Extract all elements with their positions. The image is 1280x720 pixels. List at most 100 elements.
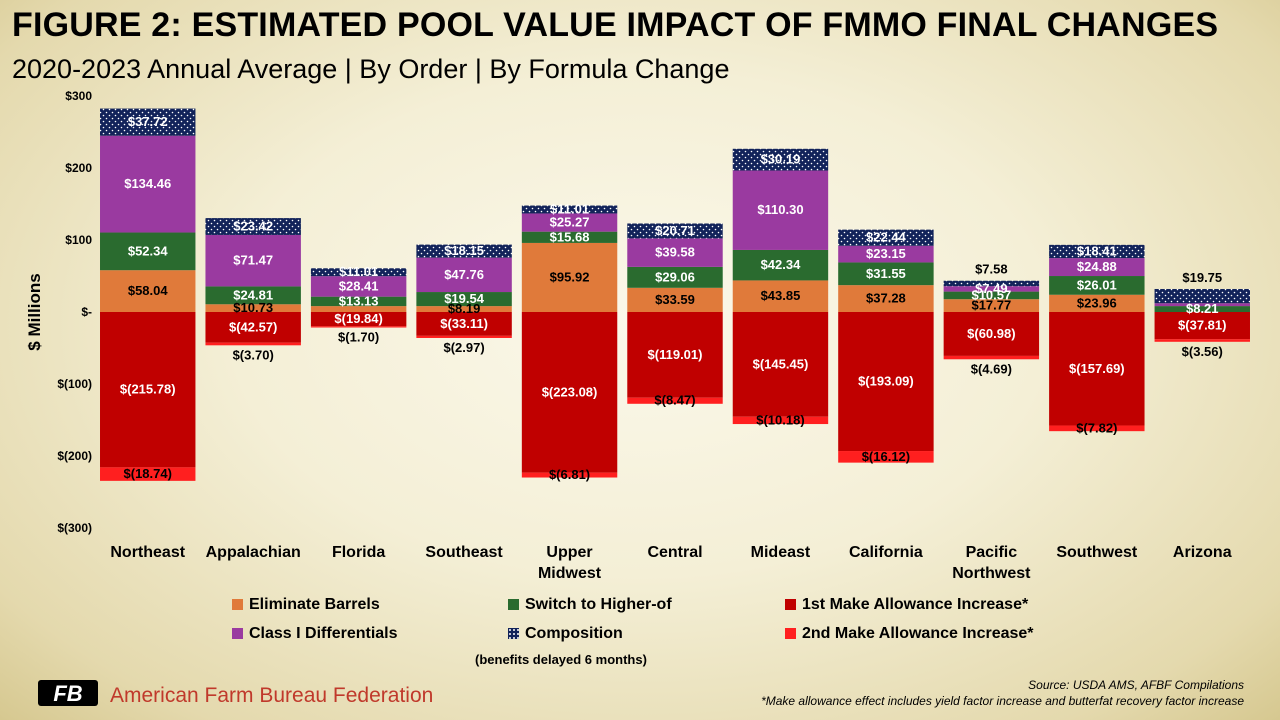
data-label: $(2.97): [443, 340, 484, 355]
x-tick-label: Upper: [546, 544, 592, 561]
data-label: $95.92: [550, 269, 590, 284]
chart-title: FIGURE 2: ESTIMATED POOL VALUE IMPACT OF…: [12, 6, 1219, 44]
bar-segment-make-allowance-2: [310, 326, 407, 328]
x-tick-label: Appalachian: [206, 544, 301, 561]
bar-segment-switch-higher-of: [1049, 276, 1145, 295]
legend-item: Switch to Higher-of: [508, 596, 672, 614]
data-label: $42.34: [761, 257, 802, 272]
data-label: $37.28: [866, 291, 906, 306]
bar-segment-switch-higher-of: [838, 262, 934, 286]
legend-label: Class I Differentials: [249, 625, 398, 642]
data-label: $(18.74): [124, 466, 172, 481]
data-label: $30.19: [761, 152, 801, 167]
bar-segment-composition: [943, 280, 1040, 287]
data-label: $(37.81): [1178, 318, 1226, 333]
bar-segment-switch-higher-of: [627, 266, 723, 288]
data-label: $37.72: [128, 114, 168, 129]
data-label: $20.71: [655, 223, 695, 238]
bar-segment-composition: [838, 229, 934, 246]
bar-segment-composition: [416, 244, 512, 258]
bar-segment-make-allowance-1: [521, 312, 618, 473]
data-label: $58.04: [128, 283, 169, 298]
y-axis-label: $ Millions: [25, 273, 44, 350]
bar-segment-make-allowance-1: [838, 312, 934, 452]
bar-segment-composition: [732, 148, 829, 171]
bar-segment-make-allowance-2: [416, 335, 512, 338]
data-label: $(193.09): [858, 374, 914, 389]
data-label: $(19.84): [334, 311, 382, 326]
bar-segment-make-allowance-1: [732, 312, 829, 417]
x-tick-label: Northeast: [110, 544, 185, 561]
legend-swatch: [232, 599, 243, 610]
bar-segment-composition: [521, 205, 618, 214]
data-label: $(8.47): [654, 393, 695, 408]
bar-segment-eliminate-barrels: [732, 280, 829, 312]
bar-segment-class-i: [838, 245, 934, 263]
data-label: $8.21: [1186, 301, 1219, 316]
legend-swatch: [232, 628, 243, 639]
data-label: $(119.01): [648, 347, 703, 362]
legend-label: 1st Make Allowance Increase*: [802, 596, 1029, 613]
bar-segment-eliminate-barrels: [310, 306, 407, 312]
data-label: $18.15: [444, 243, 484, 258]
bar-segment-composition: [205, 218, 301, 235]
x-tick-label: Arizona: [1173, 544, 1232, 561]
x-tick-label: Pacific: [966, 544, 1018, 561]
bar-segment-class-i: [1049, 258, 1145, 277]
bar-segment-make-allowance-2: [205, 342, 301, 346]
data-label: $(4.69): [971, 361, 1012, 376]
data-label: $25.27: [550, 215, 590, 230]
y-tick-label: $(100): [57, 377, 92, 391]
x-tick-label: Mideast: [751, 544, 811, 561]
bar-segment-eliminate-barrels: [521, 242, 618, 312]
bar-segment-make-allowance-1: [310, 312, 407, 327]
x-tick-label: Southwest: [1056, 544, 1138, 561]
data-label: $19.54: [444, 291, 485, 306]
data-label: $23.42: [233, 219, 273, 234]
data-label: $(157.69): [1069, 361, 1125, 376]
data-label: $(1.70): [338, 330, 379, 345]
data-label: $11.01: [550, 201, 589, 216]
bar-segment-class-i: [310, 276, 407, 297]
bar-segment-class-i: [205, 234, 301, 287]
logo-text: FB: [53, 681, 82, 706]
legend-item: 2nd Make Allowance Increase*: [785, 625, 1034, 643]
bar-segment-composition: [100, 108, 196, 136]
legend-item: Composition: [508, 625, 623, 643]
source-note: Source: USDA AMS, AFBF Compilations: [1028, 678, 1244, 692]
data-label: $71.47: [233, 253, 273, 268]
x-tick-label: California: [849, 544, 923, 561]
bar-segment-class-i: [732, 170, 829, 250]
x-tick-label: Midwest: [538, 565, 602, 582]
x-tick-label: Southeast: [425, 544, 503, 561]
legend-swatch: [508, 599, 519, 610]
data-label: $47.76: [444, 267, 484, 282]
bar-segment-make-allowance-2: [1049, 425, 1145, 432]
legend-item: Class I Differentials: [232, 625, 398, 643]
bar-segment-eliminate-barrels: [100, 270, 196, 312]
data-label: $19.75: [1182, 270, 1222, 285]
bar-segment-switch-higher-of: [943, 291, 1040, 300]
bar-segment-class-i: [521, 213, 618, 232]
fb-logo: FB: [38, 680, 98, 706]
data-label: $15.68: [550, 229, 590, 244]
bar-segment-class-i: [627, 238, 723, 267]
legend-item: 1st Make Allowance Increase*: [785, 596, 1028, 614]
data-label: $24.81: [233, 287, 273, 302]
data-label: $(6.81): [549, 467, 590, 482]
bar-segment-class-i: [1154, 303, 1250, 307]
legend-swatch: [508, 628, 519, 639]
bar-segment-make-allowance-1: [943, 312, 1040, 356]
x-tick-label: Northwest: [952, 565, 1031, 582]
data-label: $17.77: [971, 298, 1011, 313]
legend-label: Switch to Higher-of: [525, 596, 672, 613]
data-label: $134.46: [124, 176, 171, 191]
data-label: $13.13: [339, 293, 379, 308]
bar-segment-switch-higher-of: [521, 231, 618, 243]
legend-swatch: [785, 599, 796, 610]
data-label: $43.85: [761, 288, 801, 303]
data-label: $7.49: [975, 281, 1008, 296]
legend-label: 2nd Make Allowance Increase*: [802, 625, 1034, 642]
bar-segment-switch-higher-of: [310, 296, 407, 307]
bar-segment-switch-higher-of: [732, 249, 829, 281]
